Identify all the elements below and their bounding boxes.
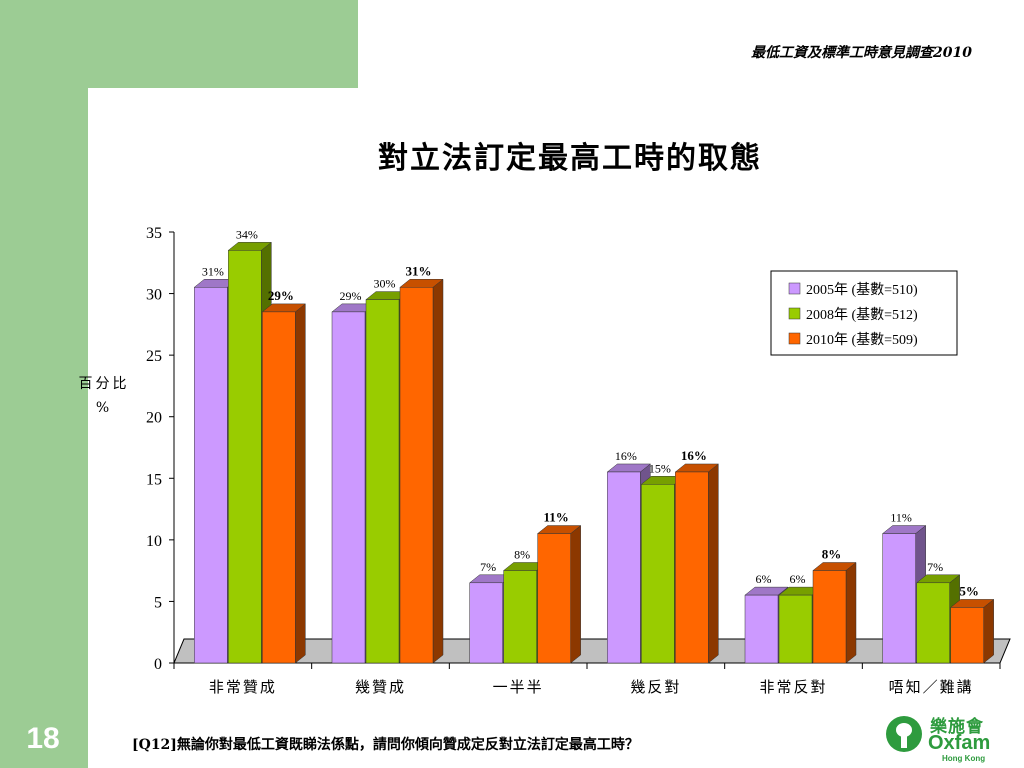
legend-label: 2010年 (基數=509) [806, 331, 918, 348]
bar [812, 570, 847, 664]
bar [675, 471, 709, 664]
logo-text-zh: 樂施會 [930, 717, 984, 737]
oxfam-logo: 樂施會 Oxfam Hong Kong [886, 712, 1001, 764]
question-text: [Q12]無論你對最低工資既睇法係點，請問你傾向贊成定反對立法訂定最高工時？ [132, 737, 639, 753]
logo-text-sub: Hong Kong [942, 754, 986, 763]
data-label: 15% [649, 461, 671, 475]
y-tick-label: 15 [146, 471, 162, 488]
bar-side [432, 278, 444, 664]
bar [365, 299, 400, 664]
x-tick-label: 幾贊成 [355, 678, 406, 696]
bar [641, 484, 675, 664]
data-label: 8% [514, 547, 530, 561]
data-label: 29% [340, 289, 362, 303]
bar [228, 250, 262, 664]
y-tick-label: 0 [154, 656, 162, 673]
x-tick-label: 非常反對 [759, 678, 827, 696]
data-label: 34% [236, 227, 258, 241]
bar [607, 471, 641, 664]
legend-label: 2005年 (基數=510) [806, 281, 918, 298]
data-label: 31% [406, 263, 432, 278]
data-label: 7% [927, 560, 943, 574]
bar [503, 570, 537, 664]
bar [537, 533, 571, 664]
data-label: 29% [268, 288, 294, 303]
x-tick-label: 一半半 [493, 678, 544, 696]
bar [469, 582, 503, 664]
data-label: 30% [374, 277, 396, 291]
y-axis-label-line-1: 百分比 [78, 376, 130, 392]
chart-title: 對立法訂定最高工時的取態 [378, 141, 762, 176]
x-tick-label: 幾反對 [630, 678, 681, 696]
data-label: 6% [756, 572, 772, 586]
data-label: 5% [959, 583, 979, 598]
bar-side [708, 463, 719, 664]
data-label: 16% [615, 449, 637, 463]
y-axis-label: 百分比 % [72, 372, 136, 420]
legend-label: 2008年 (基數=512) [806, 306, 918, 323]
legend-swatch [788, 332, 801, 345]
bar-side [983, 598, 994, 664]
data-label: 7% [480, 560, 496, 574]
bar-side [295, 303, 306, 664]
bar [194, 287, 228, 664]
legend-swatch [788, 282, 801, 295]
y-tick-label: 10 [146, 533, 162, 550]
y-tick-label: 25 [146, 348, 162, 365]
bar [744, 594, 779, 664]
bar [778, 594, 813, 664]
data-label: 11% [544, 510, 569, 525]
data-label: 6% [790, 572, 806, 586]
y-axis-label-line-2: % [95, 400, 113, 416]
x-tick-label: 非常贊成 [209, 678, 277, 696]
survey-title: 最低工資及標準工時意見調查2010 [751, 45, 972, 61]
bar-side [570, 525, 581, 664]
bar [399, 287, 434, 664]
logo-text-en: Oxfam [928, 732, 991, 754]
data-label: 11% [890, 511, 912, 525]
background-green-left [0, 0, 88, 768]
oxfam-logo-icon [886, 716, 922, 752]
bar [916, 582, 950, 664]
legend-box [770, 270, 958, 356]
x-tick-label: 唔知／難講 [889, 678, 974, 696]
bar-side [845, 561, 857, 664]
data-label: 31% [202, 264, 224, 278]
y-tick-label: 5 [154, 594, 162, 611]
data-label: 8% [822, 546, 842, 561]
bar [262, 311, 296, 664]
y-tick-label: 35 [146, 225, 162, 242]
data-label: 16% [681, 448, 707, 463]
legend-swatch [788, 307, 801, 320]
page-number: 18 [26, 722, 60, 755]
y-tick-label: 20 [146, 410, 162, 427]
bar [331, 311, 366, 664]
bar [950, 607, 984, 664]
y-tick-label: 30 [146, 287, 162, 304]
bar [882, 533, 916, 664]
